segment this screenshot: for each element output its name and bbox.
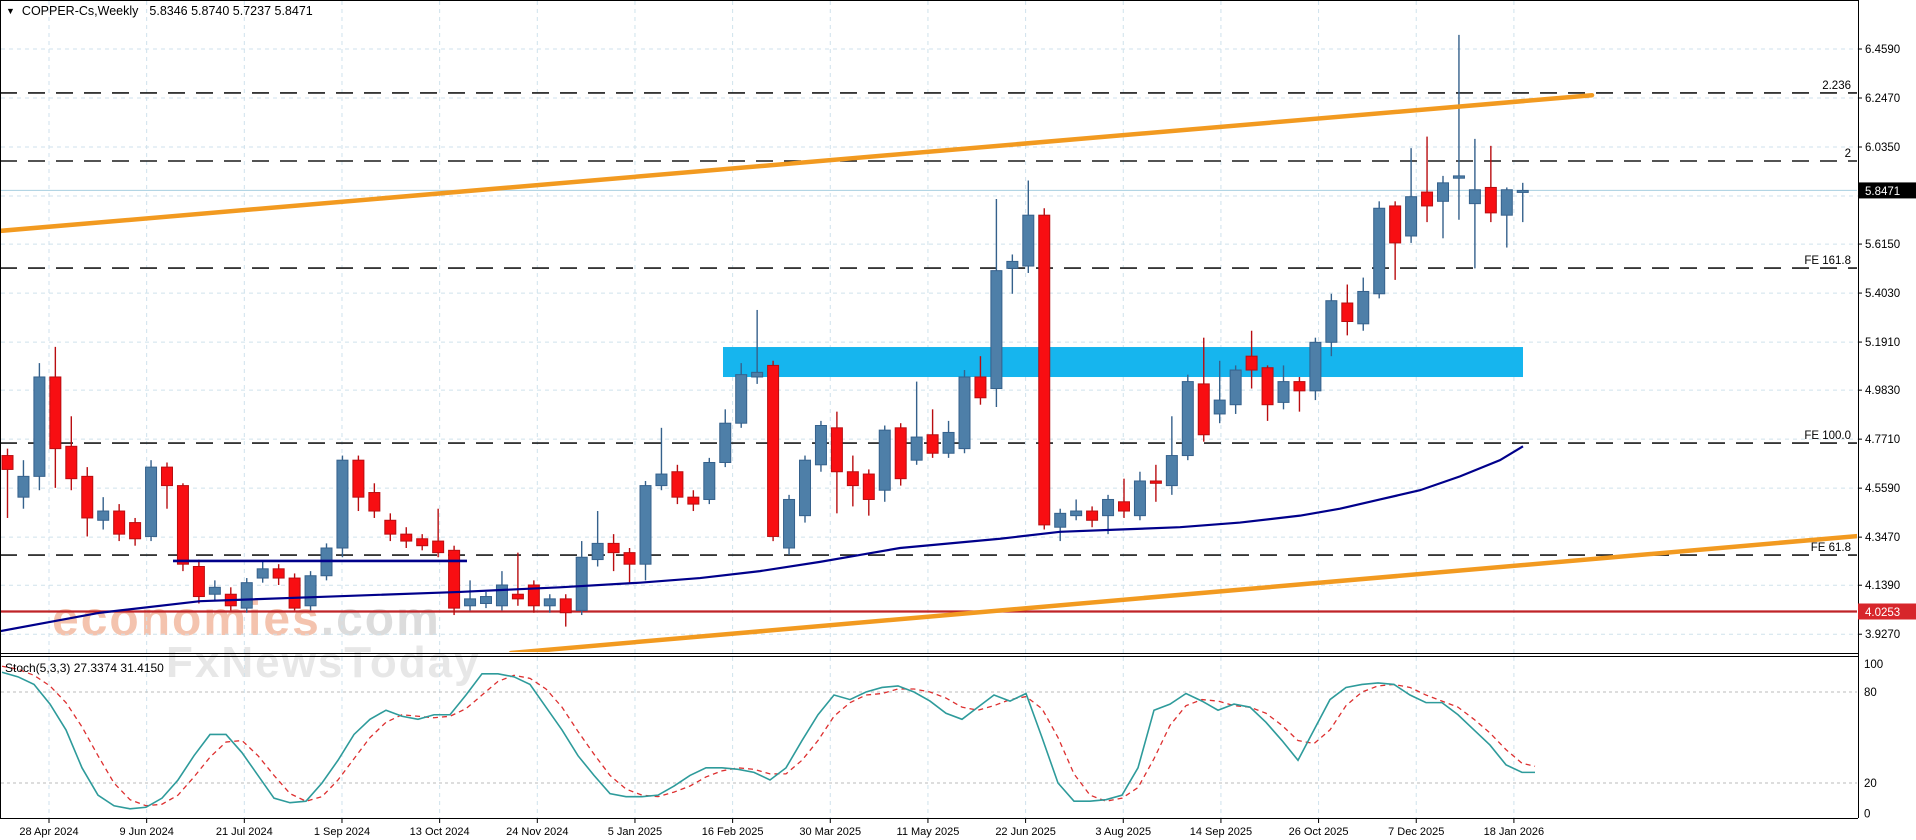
svg-text:16 Feb 2025: 16 Feb 2025 bbox=[702, 826, 764, 838]
svg-text:2.236: 2.236 bbox=[1822, 80, 1851, 92]
svg-text:5 Jan 2025: 5 Jan 2025 bbox=[608, 826, 662, 838]
ohlc-values: 5.8346 5.8740 5.7237 5.8471 bbox=[149, 4, 313, 18]
svg-text:7 Dec 2025: 7 Dec 2025 bbox=[1388, 826, 1444, 838]
stoch-main-line bbox=[1, 671, 1535, 810]
current-price-tag: 5.8471 bbox=[1858, 182, 1916, 199]
price-axis[interactable]: 6.4590 6.2470 6.0350 5.6150 5.4030 5.1910 4.98… bbox=[1858, 44, 1900, 641]
symbol-dropdown-icon[interactable]: ▼ bbox=[6, 5, 15, 16]
candlesticks bbox=[1, 34, 1529, 627]
svg-text:22 Jun 2025: 22 Jun 2025 bbox=[995, 826, 1056, 838]
panel-borders bbox=[0, 0, 1859, 819]
stochastic-indicator-label: Stoch(5,3,3) 27.3374 31.4150 bbox=[5, 661, 164, 675]
red-line-price-tag: 4.0253 bbox=[1858, 603, 1916, 620]
svg-text:21 Jul 2024: 21 Jul 2024 bbox=[216, 826, 273, 838]
watermark-brand-suffix: .com bbox=[320, 593, 441, 646]
svg-text:5.4030: 5.4030 bbox=[1865, 288, 1900, 300]
svg-text:30 Mar 2025: 30 Mar 2025 bbox=[799, 826, 861, 838]
svg-text:13 Oct 2024: 13 Oct 2024 bbox=[410, 826, 470, 838]
svg-text:6.0350: 6.0350 bbox=[1865, 142, 1900, 154]
svg-text:14 Sep 2025: 14 Sep 2025 bbox=[1190, 826, 1252, 838]
lower-orange-trendline[interactable] bbox=[508, 533, 1858, 653]
chart-title-bar: ▼ COPPER-Cs,Weekly 5.8346 5.8740 5.7237 … bbox=[6, 4, 313, 18]
svg-text:FE 100.0: FE 100.0 bbox=[1804, 430, 1851, 442]
svg-text:26 Oct 2025: 26 Oct 2025 bbox=[1289, 826, 1349, 838]
svg-text:28 Apr 2024: 28 Apr 2024 bbox=[19, 826, 78, 838]
svg-text:5.1910: 5.1910 bbox=[1865, 337, 1900, 349]
svg-text:6.2470: 6.2470 bbox=[1865, 93, 1900, 105]
svg-text:9 Jun 2024: 9 Jun 2024 bbox=[119, 826, 173, 838]
svg-text:4.1390: 4.1390 bbox=[1865, 580, 1900, 592]
svg-text:4.7710: 4.7710 bbox=[1865, 434, 1900, 446]
fib-level-labels: 2.236 2 FE 161.8 FE 100.0 FE 61.8 bbox=[1804, 80, 1851, 554]
svg-text:FE 61.8: FE 61.8 bbox=[1811, 542, 1851, 554]
fib-expansion-lines bbox=[1, 92, 1857, 556]
svg-text:24 Nov 2024: 24 Nov 2024 bbox=[506, 826, 568, 838]
stochastic-panel bbox=[1, 665, 1857, 810]
svg-text:11 May 2025: 11 May 2025 bbox=[897, 826, 960, 838]
upper-orange-trendline[interactable] bbox=[0, 92, 1595, 234]
svg-text:4.0253: 4.0253 bbox=[1865, 607, 1900, 619]
svg-text:4.3470: 4.3470 bbox=[1865, 532, 1900, 544]
moving-average-line[interactable] bbox=[0, 445, 1524, 633]
svg-text:6.4590: 6.4590 bbox=[1865, 44, 1900, 56]
supply-zone-rectangle[interactable] bbox=[723, 347, 1523, 378]
svg-text:4.5590: 4.5590 bbox=[1865, 483, 1900, 495]
svg-text:5.6150: 5.6150 bbox=[1865, 239, 1900, 251]
svg-text:4.9830: 4.9830 bbox=[1865, 385, 1900, 397]
stoch-signal-line bbox=[1, 665, 1536, 807]
svg-text:FE 161.8: FE 161.8 bbox=[1804, 255, 1851, 267]
svg-text:100: 100 bbox=[1864, 659, 1883, 671]
grid bbox=[1, 1, 1858, 818]
main-chart-area bbox=[0, 34, 1858, 653]
svg-text:0: 0 bbox=[1864, 808, 1870, 820]
time-axis[interactable]: 28 Apr 2024 9 Jun 2024 21 Jul 2024 1 Sep 20… bbox=[19, 819, 1544, 838]
svg-text:5.8471: 5.8471 bbox=[1865, 186, 1900, 198]
svg-text:3 Aug 2025: 3 Aug 2025 bbox=[1095, 826, 1151, 838]
svg-text:1 Sep 2024: 1 Sep 2024 bbox=[314, 826, 370, 838]
symbol-period-label: COPPER-Cs,Weekly bbox=[21, 4, 139, 18]
stoch-axis: 100 80 20 0 bbox=[1864, 659, 1883, 820]
svg-text:2: 2 bbox=[1845, 148, 1851, 160]
svg-text:3.9270: 3.9270 bbox=[1865, 629, 1900, 641]
watermark-subtitle: FxNewsToday bbox=[166, 638, 481, 687]
svg-text:80: 80 bbox=[1864, 687, 1877, 699]
svg-text:20: 20 bbox=[1864, 778, 1877, 790]
svg-text:18 Jan 2026: 18 Jan 2026 bbox=[1484, 826, 1545, 838]
